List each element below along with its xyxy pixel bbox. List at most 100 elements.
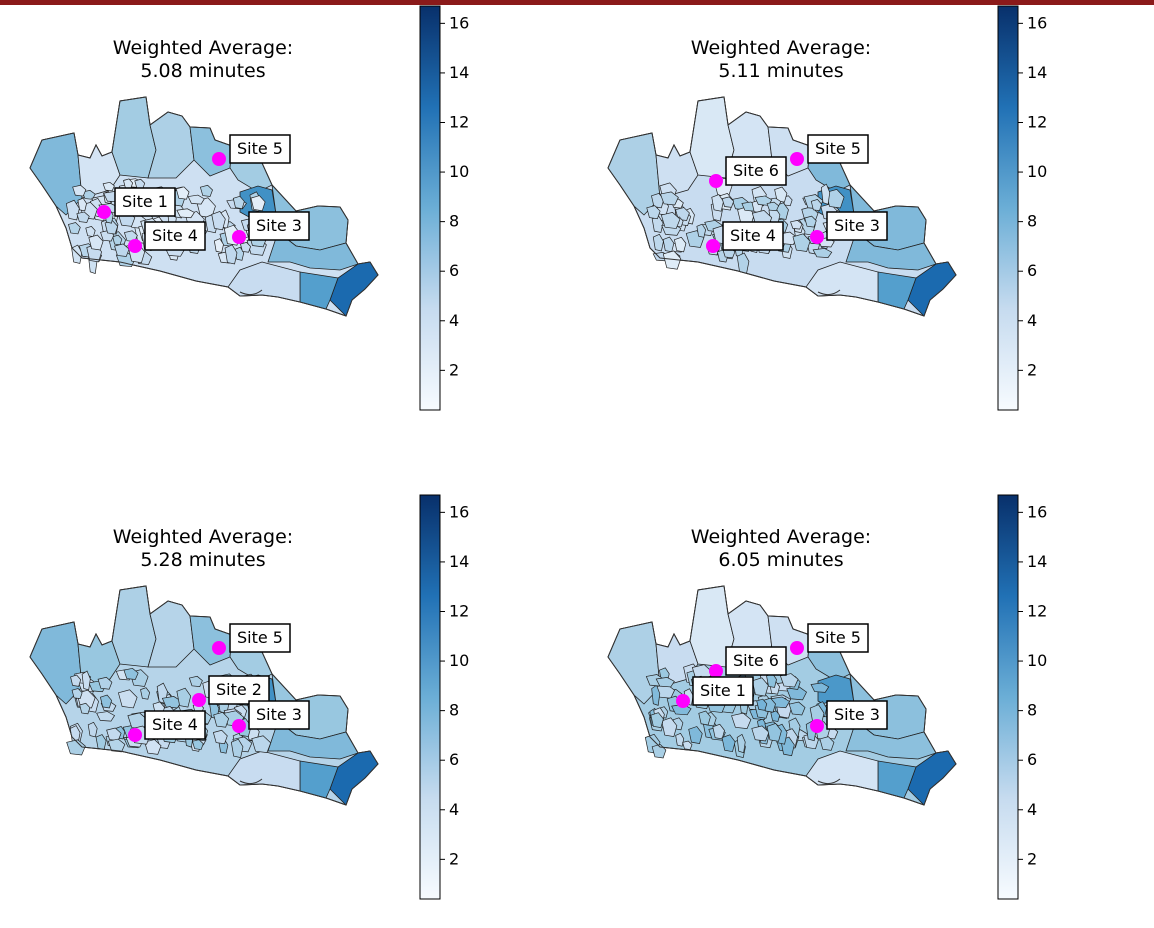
colorbar-tick-label: 16 <box>449 13 469 32</box>
map-small-region <box>71 688 83 700</box>
site-label-box <box>807 623 869 653</box>
map-small-region <box>696 223 707 238</box>
map-small-region <box>230 738 244 758</box>
map-small-region <box>790 219 803 230</box>
map-small-region <box>234 246 245 261</box>
site-label: Site 6 <box>733 651 779 670</box>
map-small-region <box>756 698 768 711</box>
coastline <box>607 585 957 806</box>
site-label: Site 5 <box>237 139 283 158</box>
site-marker <box>97 205 111 219</box>
map-small-region <box>134 178 146 190</box>
map-small-region <box>81 190 96 200</box>
map-small-region <box>76 211 90 223</box>
map-panel-3: Weighted Average:5.28 minutes Site 5 Site … <box>29 494 469 900</box>
site-label: Site 4 <box>152 715 198 734</box>
map-small-region <box>792 233 811 252</box>
map-small-region <box>144 739 162 755</box>
map-region-e2 <box>845 720 937 760</box>
map-small-region <box>251 735 272 754</box>
site-label-box <box>807 134 869 164</box>
map-small-region <box>140 687 151 700</box>
map-small-region <box>820 183 831 205</box>
site-label: Site 3 <box>834 705 880 724</box>
map-small-region <box>211 210 226 231</box>
colorbar-gradient <box>419 494 441 900</box>
map-small-region <box>711 194 724 212</box>
map-small-region <box>766 201 780 212</box>
map-small-region <box>652 233 664 252</box>
map-small-region <box>674 236 687 253</box>
map-small-region <box>812 247 833 258</box>
colorbar-tick-label: 10 <box>1027 162 1047 181</box>
colorbar-tick-label: 4 <box>1027 800 1037 819</box>
window-top-bar <box>0 0 1154 5</box>
colorbar-tick-label: 6 <box>449 750 459 769</box>
colorbar-tick-label: 8 <box>449 701 459 720</box>
colorbar-tick-label: 2 <box>449 849 459 868</box>
site-marker <box>232 230 246 244</box>
site-label: Site 5 <box>815 628 861 647</box>
site-marker <box>212 152 226 166</box>
site-label: Site 5 <box>815 139 861 158</box>
map-small-region <box>188 675 203 688</box>
panel-title-weighted-average: 5.28 minutes <box>140 549 265 571</box>
map-small-region <box>712 723 725 740</box>
site-label: Site 2 <box>216 680 262 699</box>
pier-mark <box>239 778 263 785</box>
site-label-box <box>229 134 291 164</box>
colorbar-tick-label: 2 <box>449 360 459 379</box>
map-small-region <box>107 738 126 753</box>
map-small-region <box>85 225 96 237</box>
site-label: Site 4 <box>152 226 198 245</box>
site-label-box <box>144 710 206 740</box>
map-small-region <box>176 208 195 219</box>
map-small-region <box>77 197 87 212</box>
panel-title-weighted-average: 6.05 minutes <box>718 549 843 571</box>
panel-title-line1: Weighted Average: <box>691 37 871 59</box>
coastline <box>607 96 957 317</box>
map-small-region <box>106 727 122 742</box>
map-small-region <box>770 710 781 722</box>
map-small-region <box>721 734 736 753</box>
panel-title-weighted-average: 5.11 minutes <box>718 60 843 82</box>
map-small-region <box>212 729 228 745</box>
site-label: Site 6 <box>733 161 779 180</box>
site-label: Site 1 <box>122 192 168 211</box>
map-small-region <box>646 205 661 220</box>
site-marker <box>790 152 804 166</box>
map-small-region <box>751 725 770 742</box>
coastline <box>29 585 379 806</box>
site-label-box <box>826 700 888 730</box>
map-small-region <box>736 252 750 274</box>
map-small-region <box>662 250 682 270</box>
map-small-region <box>250 195 266 212</box>
site-label: Site 3 <box>256 705 302 724</box>
panel-title-weighted-average: 5.08 minutes <box>140 60 265 82</box>
pier-mark <box>239 289 263 296</box>
colorbar-tick-label: 14 <box>449 552 469 571</box>
map-small-region <box>68 222 81 235</box>
site-label-box <box>826 211 888 241</box>
site-label-box <box>692 676 754 706</box>
map-small-region <box>659 191 679 206</box>
map-small-region <box>651 193 665 209</box>
map-small-region <box>100 694 113 709</box>
colorbar-tick-label: 2 <box>1027 849 1037 868</box>
map-small-region <box>651 744 667 759</box>
site-marker <box>192 693 206 707</box>
colorbar-tick-label: 8 <box>1027 212 1037 231</box>
map-small-region <box>213 238 224 253</box>
colorbar: 2 4 6 8 10 12 14 16 <box>997 494 1047 900</box>
map-region-e2 <box>267 231 359 271</box>
map-region-e2 <box>845 231 937 271</box>
site-label: Site 4 <box>730 226 776 245</box>
map-small-region <box>123 230 138 242</box>
map-small-region <box>79 702 91 715</box>
colorbar-tick-label: 12 <box>1027 601 1047 620</box>
colorbar: 2 4 6 8 10 12 14 16 <box>419 494 469 900</box>
map-small-region <box>662 236 675 253</box>
colorbar-tick-label: 4 <box>1027 311 1037 330</box>
map-small-region <box>766 723 782 742</box>
